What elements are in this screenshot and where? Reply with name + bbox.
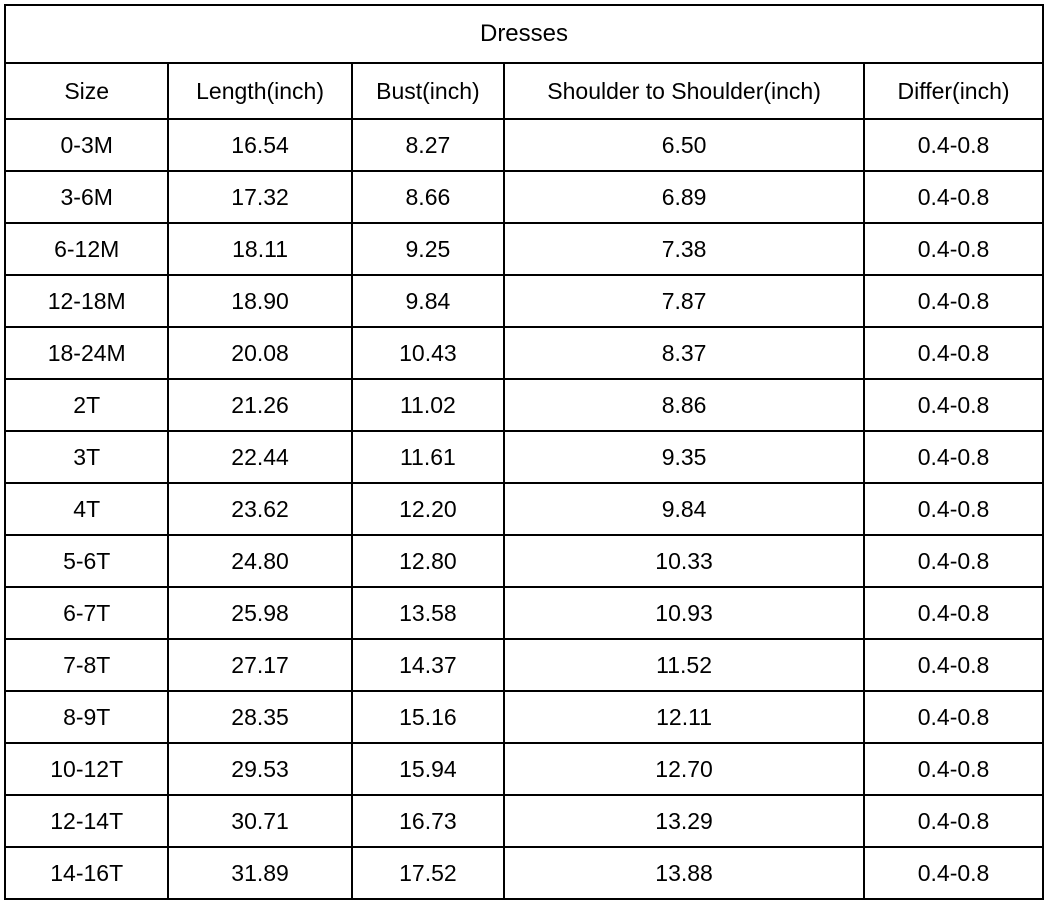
cell-differ: 0.4-0.8	[864, 847, 1043, 899]
table-row: 3T 22.44 11.61 9.35 0.4-0.8	[5, 431, 1043, 483]
cell-length: 29.53	[168, 743, 351, 795]
table-row: 14-16T 31.89 17.52 13.88 0.4-0.8	[5, 847, 1043, 899]
cell-size: 8-9T	[5, 691, 168, 743]
cell-differ: 0.4-0.8	[864, 119, 1043, 171]
cell-differ: 0.4-0.8	[864, 743, 1043, 795]
column-header-shoulder: Shoulder to Shoulder(inch)	[504, 63, 864, 119]
table-row: 0-3M 16.54 8.27 6.50 0.4-0.8	[5, 119, 1043, 171]
cell-size: 6-12M	[5, 223, 168, 275]
cell-shoulder: 8.37	[504, 327, 864, 379]
cell-differ: 0.4-0.8	[864, 587, 1043, 639]
cell-length: 25.98	[168, 587, 351, 639]
table-row: 4T 23.62 12.20 9.84 0.4-0.8	[5, 483, 1043, 535]
table-title: Dresses	[5, 5, 1043, 63]
cell-shoulder: 10.33	[504, 535, 864, 587]
table-row: 12-14T 30.71 16.73 13.29 0.4-0.8	[5, 795, 1043, 847]
cell-shoulder: 6.50	[504, 119, 864, 171]
cell-size: 14-16T	[5, 847, 168, 899]
cell-length: 18.11	[168, 223, 351, 275]
cell-differ: 0.4-0.8	[864, 535, 1043, 587]
cell-length: 16.54	[168, 119, 351, 171]
cell-length: 27.17	[168, 639, 351, 691]
cell-bust: 8.27	[352, 119, 504, 171]
cell-size: 6-7T	[5, 587, 168, 639]
table-row: 5-6T 24.80 12.80 10.33 0.4-0.8	[5, 535, 1043, 587]
table-row: 2T 21.26 11.02 8.86 0.4-0.8	[5, 379, 1043, 431]
cell-size: 12-18M	[5, 275, 168, 327]
cell-size: 18-24M	[5, 327, 168, 379]
table-row: 6-7T 25.98 13.58 10.93 0.4-0.8	[5, 587, 1043, 639]
cell-length: 21.26	[168, 379, 351, 431]
cell-bust: 12.20	[352, 483, 504, 535]
cell-bust: 8.66	[352, 171, 504, 223]
table-header-row: Size Length(inch) Bust(inch) Shoulder to…	[5, 63, 1043, 119]
column-header-differ: Differ(inch)	[864, 63, 1043, 119]
table-row: 12-18M 18.90 9.84 7.87 0.4-0.8	[5, 275, 1043, 327]
cell-shoulder: 8.86	[504, 379, 864, 431]
cell-shoulder: 7.38	[504, 223, 864, 275]
column-header-size: Size	[5, 63, 168, 119]
cell-shoulder: 13.88	[504, 847, 864, 899]
cell-length: 28.35	[168, 691, 351, 743]
cell-shoulder: 13.29	[504, 795, 864, 847]
table-title-row: Dresses	[5, 5, 1043, 63]
cell-differ: 0.4-0.8	[864, 639, 1043, 691]
column-header-bust: Bust(inch)	[352, 63, 504, 119]
cell-bust: 14.37	[352, 639, 504, 691]
table-row: 3-6M 17.32 8.66 6.89 0.4-0.8	[5, 171, 1043, 223]
cell-differ: 0.4-0.8	[864, 379, 1043, 431]
cell-differ: 0.4-0.8	[864, 275, 1043, 327]
table-row: 18-24M 20.08 10.43 8.37 0.4-0.8	[5, 327, 1043, 379]
cell-differ: 0.4-0.8	[864, 223, 1043, 275]
cell-size: 4T	[5, 483, 168, 535]
cell-size: 2T	[5, 379, 168, 431]
cell-length: 23.62	[168, 483, 351, 535]
cell-length: 17.32	[168, 171, 351, 223]
column-header-length: Length(inch)	[168, 63, 351, 119]
cell-shoulder: 7.87	[504, 275, 864, 327]
cell-shoulder: 12.70	[504, 743, 864, 795]
cell-differ: 0.4-0.8	[864, 431, 1043, 483]
cell-size: 0-3M	[5, 119, 168, 171]
cell-differ: 0.4-0.8	[864, 691, 1043, 743]
table-row: 6-12M 18.11 9.25 7.38 0.4-0.8	[5, 223, 1043, 275]
cell-differ: 0.4-0.8	[864, 483, 1043, 535]
cell-size: 12-14T	[5, 795, 168, 847]
cell-length: 30.71	[168, 795, 351, 847]
cell-length: 18.90	[168, 275, 351, 327]
cell-size: 7-8T	[5, 639, 168, 691]
cell-length: 22.44	[168, 431, 351, 483]
cell-size: 3-6M	[5, 171, 168, 223]
cell-bust: 15.16	[352, 691, 504, 743]
cell-size: 3T	[5, 431, 168, 483]
cell-shoulder: 12.11	[504, 691, 864, 743]
cell-bust: 10.43	[352, 327, 504, 379]
cell-bust: 12.80	[352, 535, 504, 587]
cell-length: 20.08	[168, 327, 351, 379]
cell-shoulder: 9.35	[504, 431, 864, 483]
cell-shoulder: 10.93	[504, 587, 864, 639]
cell-shoulder: 9.84	[504, 483, 864, 535]
table-row: 10-12T 29.53 15.94 12.70 0.4-0.8	[5, 743, 1043, 795]
cell-bust: 13.58	[352, 587, 504, 639]
cell-shoulder: 6.89	[504, 171, 864, 223]
cell-bust: 11.02	[352, 379, 504, 431]
cell-bust: 9.25	[352, 223, 504, 275]
cell-shoulder: 11.52	[504, 639, 864, 691]
cell-differ: 0.4-0.8	[864, 327, 1043, 379]
cell-length: 31.89	[168, 847, 351, 899]
cell-length: 24.80	[168, 535, 351, 587]
cell-bust: 15.94	[352, 743, 504, 795]
size-chart-table: Dresses Size Length(inch) Bust(inch) Sho…	[4, 4, 1044, 900]
cell-size: 5-6T	[5, 535, 168, 587]
cell-size: 10-12T	[5, 743, 168, 795]
cell-bust: 9.84	[352, 275, 504, 327]
table-row: 8-9T 28.35 15.16 12.11 0.4-0.8	[5, 691, 1043, 743]
cell-differ: 0.4-0.8	[864, 171, 1043, 223]
table-row: 7-8T 27.17 14.37 11.52 0.4-0.8	[5, 639, 1043, 691]
cell-bust: 11.61	[352, 431, 504, 483]
cell-bust: 16.73	[352, 795, 504, 847]
cell-differ: 0.4-0.8	[864, 795, 1043, 847]
cell-bust: 17.52	[352, 847, 504, 899]
